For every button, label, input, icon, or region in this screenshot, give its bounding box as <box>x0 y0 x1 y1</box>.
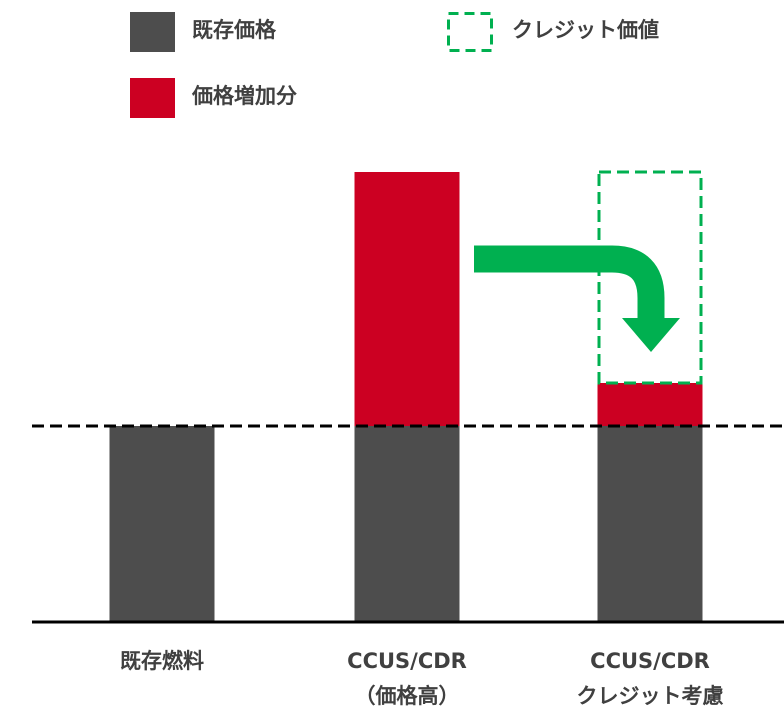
bar <box>109 426 215 622</box>
bar <box>597 383 703 426</box>
legend-swatch <box>130 78 175 118</box>
legend-label: 既存価格 <box>192 18 277 42</box>
bar <box>354 172 460 426</box>
plot: 既存燃料 CCUS/CDR （価格高） CCUS/CDR クレジット考慮 既存価格価格増加… <box>32 12 784 708</box>
x-tick-label: CCUS/CDR <box>590 649 710 673</box>
x-tick-label: CCUS/CDR <box>347 649 467 673</box>
legend-label: 価格増加分 <box>191 84 297 108</box>
bar <box>354 426 460 622</box>
legend-swatch <box>447 12 493 52</box>
legend-swatch <box>130 12 175 52</box>
arrow <box>474 245 680 352</box>
bar <box>597 426 703 622</box>
credit-box <box>597 170 703 385</box>
legend-label: クレジット価値 <box>512 18 659 42</box>
x-tick-label: 既存燃料 <box>120 649 204 673</box>
x-tick-label: クレジット考慮 <box>577 684 724 708</box>
x-tick-label: （価格高） <box>355 684 460 708</box>
